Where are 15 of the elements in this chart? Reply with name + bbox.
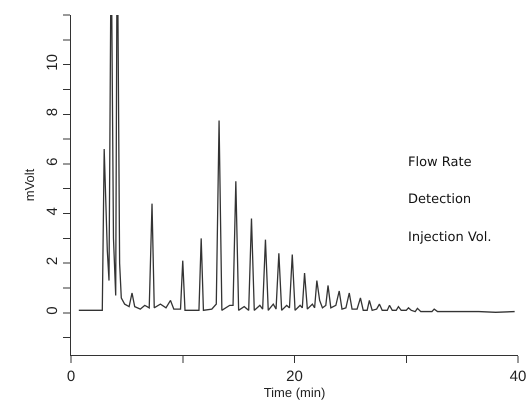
x-tick-label: 0 <box>66 368 76 385</box>
y-tick-label: 4 <box>44 207 61 216</box>
annotation: Injection Vol. <box>408 230 492 245</box>
y-tick-label: 8 <box>44 108 61 116</box>
x-tick-label: 40 <box>510 368 526 385</box>
y-tick-label: 2 <box>44 256 61 266</box>
annotation: Detection <box>408 192 472 207</box>
annotation: Flow Rate <box>408 155 472 170</box>
x-axis-title: Time (min) <box>264 385 326 400</box>
y-tick-label: 10 <box>44 54 61 71</box>
line-series <box>78 15 516 313</box>
x-tick-label: 20 <box>286 368 303 385</box>
y-tick-label: 6 <box>44 157 61 166</box>
y-tick-label: 0 <box>44 306 61 315</box>
y-axis-title: mVolt <box>22 168 37 202</box>
